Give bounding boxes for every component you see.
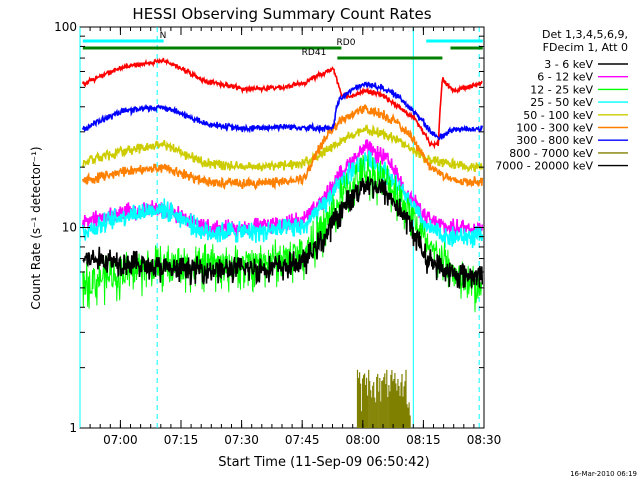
- legend-entry-label: 100 - 300 keV: [516, 122, 593, 135]
- legend-entry-label: 6 - 12 keV: [537, 71, 593, 84]
- legend-entry-label: 300 - 800 keV: [516, 134, 593, 147]
- legend-entry-label: 25 - 50 keV: [530, 96, 593, 109]
- legend-entry-label: 50 - 100 keV: [523, 109, 593, 122]
- x-tick-label: 07:45: [285, 433, 320, 447]
- axes: 1 10 100 07:00 07:15 07:30 07:45 08:00 08:15 08:3…: [54, 20, 501, 447]
- x-tick-label: 07:00: [103, 433, 138, 447]
- x-tick-label: 08:30: [467, 433, 502, 447]
- y-tick-label: 10: [62, 221, 77, 235]
- chart-title: HESSI Observing Summary Count Rates: [132, 5, 431, 23]
- x-tick-label: 07:15: [164, 433, 199, 447]
- legend-header: FDecim 1, Att 0: [543, 41, 628, 54]
- legend-entry-label: 3 - 6 keV: [544, 58, 593, 71]
- series-layer: [82, 57, 484, 428]
- series-line: [82, 81, 484, 141]
- series-line: [82, 123, 484, 173]
- legend-entry-label: 800 - 7000 keV: [509, 147, 593, 160]
- legend-header: Det 1,3,4,5,6,9,: [542, 28, 628, 41]
- attenuator-bars: N RD0 RD41: [82, 31, 483, 60]
- legend-entry-label: 7000 - 20000 keV: [495, 160, 593, 173]
- y-axis-label: Count Rate (s⁻¹ detector⁻¹): [29, 146, 43, 309]
- attenuator-label: RD0: [337, 38, 356, 48]
- attenuator-label: N: [160, 31, 167, 41]
- series-line: [82, 150, 484, 249]
- x-tick-label: 08:00: [346, 433, 381, 447]
- series-line: [82, 176, 484, 289]
- legend: Det 1,3,4,5,6,9,FDecim 1, Att 0 3 - 6 keV…: [495, 28, 628, 173]
- x-tick-label: 07:30: [224, 433, 259, 447]
- x-tick-label: 08:15: [406, 433, 441, 447]
- x-axis-label: Start Time (11-Sep-09 06:50:42): [218, 455, 429, 470]
- legend-entry-label: 12 - 25 keV: [530, 83, 593, 96]
- series-line: [82, 57, 483, 150]
- y-tick-label: 100: [54, 20, 77, 34]
- footer-date: 16-Mar-2010 06:19: [570, 470, 637, 478]
- attenuator-label: RD41: [302, 48, 327, 58]
- y-tick-label: 1: [69, 421, 77, 435]
- series-line: [82, 103, 484, 191]
